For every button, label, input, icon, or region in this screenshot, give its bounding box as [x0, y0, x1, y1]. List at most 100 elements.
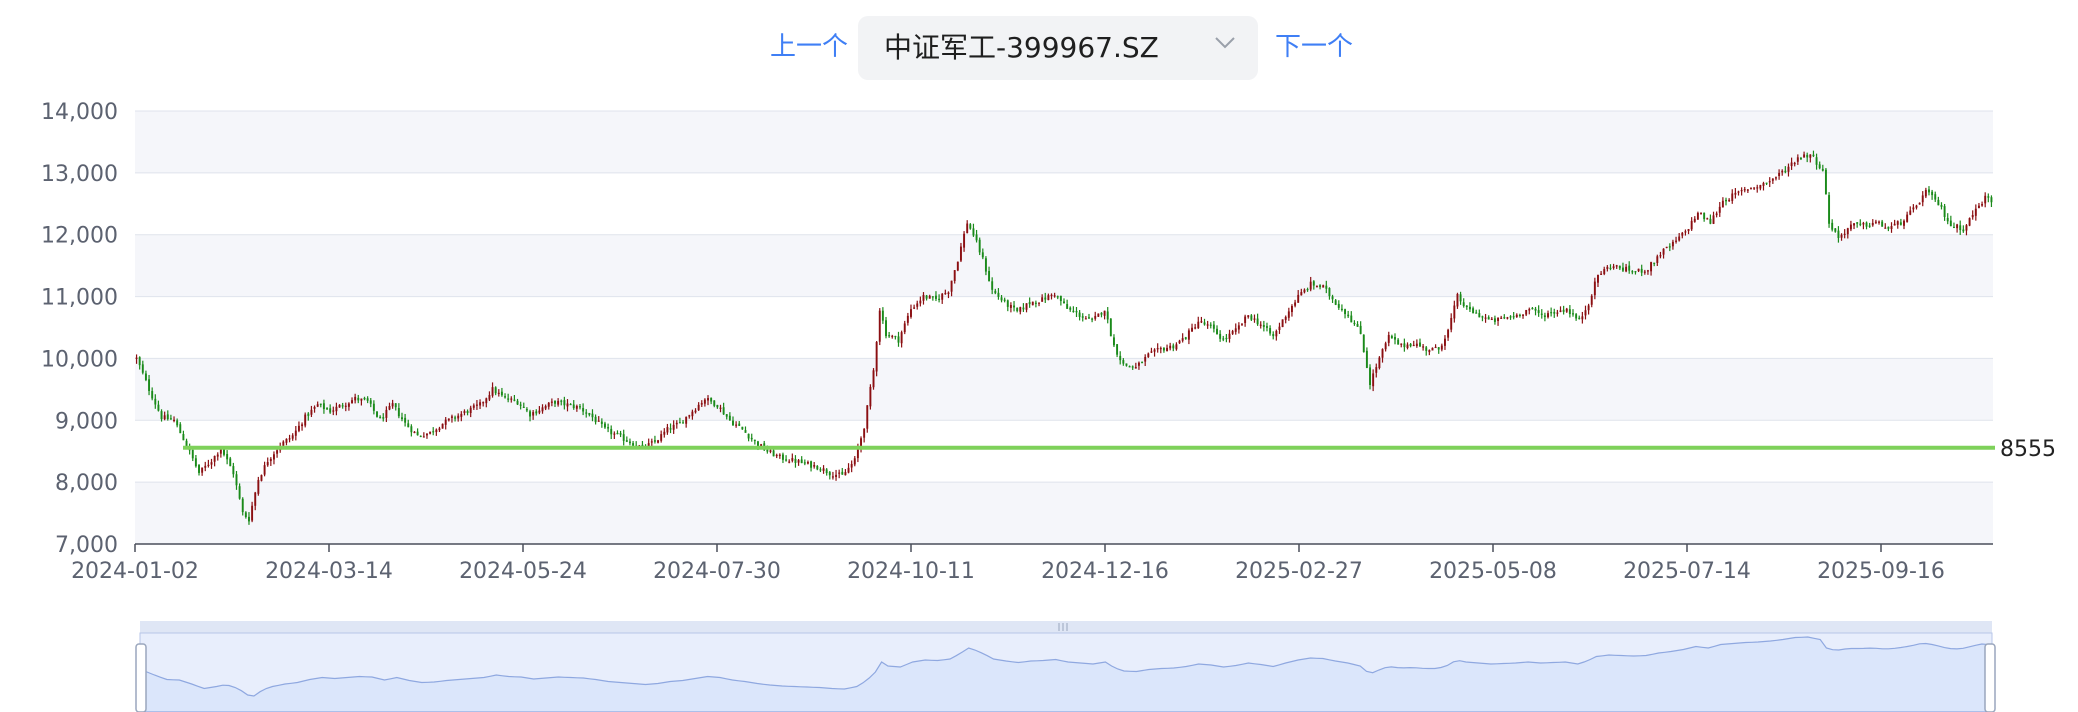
candle-body	[238, 486, 241, 499]
candle	[138, 356, 141, 370]
candle-body	[344, 405, 347, 407]
candle-body	[688, 415, 691, 417]
candle-body	[404, 417, 407, 423]
candle	[1621, 262, 1624, 272]
candle-body	[169, 418, 172, 420]
candle-body	[469, 407, 472, 414]
candle	[513, 394, 516, 402]
candle-body	[497, 392, 500, 394]
candle	[479, 399, 482, 410]
candle-body	[1063, 301, 1065, 304]
candle	[588, 412, 591, 417]
candle	[1662, 248, 1665, 259]
candle-body	[1153, 349, 1156, 352]
candle-body	[1262, 324, 1265, 327]
candle	[1353, 320, 1356, 326]
candle-body	[1896, 221, 1899, 225]
candle	[1269, 325, 1272, 336]
candle-body	[1241, 323, 1243, 325]
candle-body	[1543, 315, 1546, 318]
candle-body	[254, 492, 257, 506]
candle	[1069, 306, 1072, 312]
candle-body	[700, 403, 703, 405]
candle-body	[806, 461, 809, 464]
candle-body	[1462, 302, 1465, 307]
candle	[1740, 187, 1743, 196]
candle-body	[778, 454, 781, 456]
candle-body	[1322, 285, 1325, 288]
candle-body	[1178, 340, 1181, 344]
candle	[1853, 223, 1856, 230]
candle-body	[1181, 338, 1184, 341]
candle-body	[1568, 309, 1571, 315]
previous-button[interactable]: 上一个	[770, 32, 849, 62]
candle	[719, 404, 722, 413]
candle-body	[1022, 307, 1025, 310]
candle-body	[1681, 232, 1684, 236]
candle	[1125, 363, 1128, 367]
candle-body	[1088, 317, 1090, 319]
candle-body	[1890, 226, 1893, 230]
candle	[1831, 219, 1834, 232]
candle	[504, 393, 507, 399]
candle-body	[329, 408, 332, 413]
band	[135, 482, 1993, 544]
candle	[825, 468, 828, 476]
candle	[1756, 184, 1759, 193]
candle	[591, 409, 594, 422]
candle-body	[1103, 310, 1106, 316]
candle	[1890, 222, 1893, 233]
candle-body	[569, 403, 572, 406]
candle	[1815, 153, 1818, 170]
candle-body	[841, 471, 844, 475]
candle-body	[925, 295, 928, 299]
candle-body	[1725, 199, 1727, 202]
candle	[969, 223, 972, 230]
candle-body	[603, 423, 606, 428]
candle	[1643, 269, 1646, 275]
candle-body	[1675, 240, 1678, 242]
candle-body	[694, 410, 697, 413]
candle	[1475, 309, 1478, 314]
candle-body	[504, 396, 507, 398]
candle	[885, 316, 887, 339]
candle-body	[1344, 309, 1347, 315]
candle-body	[1934, 194, 1937, 200]
candle-body	[457, 415, 460, 419]
candle-body	[1671, 241, 1674, 247]
background-bands	[135, 111, 1993, 544]
band	[135, 111, 1993, 173]
candle-body	[1184, 337, 1187, 339]
candle	[597, 416, 600, 422]
candle	[663, 428, 666, 438]
candle-body	[223, 449, 225, 455]
candle-body	[488, 395, 491, 400]
candle-body	[291, 435, 294, 439]
candle	[575, 404, 578, 412]
candle	[703, 398, 706, 407]
next-button[interactable]: 下一个	[1275, 32, 1354, 62]
candle	[675, 420, 678, 429]
candle	[1203, 318, 1206, 326]
candle-body	[1300, 292, 1303, 296]
candle	[650, 438, 653, 447]
candle-body	[1412, 344, 1415, 347]
candle	[1144, 354, 1147, 367]
candle	[154, 394, 157, 409]
candle-body	[1775, 177, 1777, 179]
candle-body	[916, 303, 919, 307]
candle	[997, 288, 1000, 300]
candle	[791, 453, 794, 463]
index-selector[interactable]: 中证军工-399967.SZ	[858, 16, 1258, 80]
candle-body	[1828, 195, 1831, 224]
candle-body	[1025, 303, 1028, 310]
candle-body	[1191, 327, 1193, 332]
candle-body	[1593, 281, 1596, 296]
candle	[519, 401, 522, 410]
zoom-slider[interactable]	[135, 621, 1996, 712]
candle-body	[1319, 285, 1322, 288]
candle-body	[1612, 266, 1615, 269]
candle-body	[922, 294, 925, 301]
candle	[1553, 308, 1556, 318]
candle	[1153, 348, 1156, 357]
